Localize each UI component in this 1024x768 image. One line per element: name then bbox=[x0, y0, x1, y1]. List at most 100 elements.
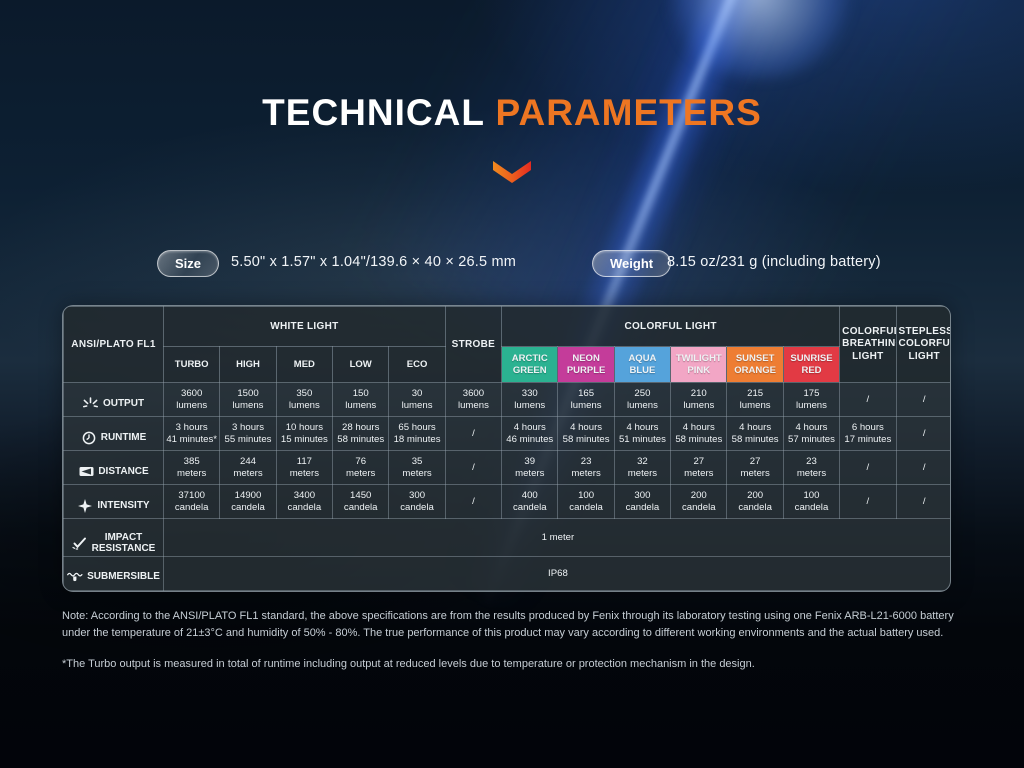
output-icon bbox=[83, 396, 99, 411]
spec-cell: 3 hours 41 minutes* bbox=[162, 416, 221, 451]
spec-cell: 100 candela bbox=[782, 484, 841, 519]
header-mode-high: HIGH bbox=[219, 346, 277, 383]
table-row-distance: DISTANCE 385 meters 244 meters 117 meter… bbox=[63, 450, 950, 485]
header-color-twilight-pink: TWILIGHT PINK bbox=[670, 346, 728, 383]
spec-cell: 1450 candela bbox=[332, 484, 390, 519]
submersible-value: IP68 bbox=[163, 555, 950, 591]
row-label-impact-resistance: IMPACT RESISTANCE bbox=[63, 518, 164, 557]
spec-cell: / bbox=[839, 450, 897, 485]
spec-cell: 3600 lumens bbox=[162, 382, 221, 417]
header-strobe: STROBE bbox=[444, 306, 503, 383]
header-colorful-breathing-light: COLORFUL BREATHING LIGHT bbox=[839, 306, 897, 383]
table-row-runtime: RUNTIME 3 hours 41 minutes* 3 hours 55 m… bbox=[63, 416, 950, 451]
header-mode-low: LOW bbox=[332, 346, 390, 383]
spec-cell: 3400 candela bbox=[275, 484, 334, 519]
spec-cell: 23 meters bbox=[782, 450, 841, 485]
size-value: 5.50" x 1.57" x 1.04"/139.6 × 40 × 26.5 … bbox=[231, 254, 517, 270]
note-paragraph-ansi: Note: According to the ANSI/PLATO FL1 st… bbox=[62, 610, 954, 640]
spec-cell: 200 candela bbox=[726, 484, 784, 519]
spec-cell: / bbox=[895, 450, 950, 485]
table-row-submersible: SUBMERSIBLE IP68 bbox=[63, 555, 950, 591]
spec-cell: 200 candela bbox=[670, 484, 728, 519]
spec-cell: 150 lumens bbox=[332, 382, 390, 417]
spec-cell: 350 lumens bbox=[275, 382, 334, 417]
header-mode-eco: ECO bbox=[388, 346, 446, 383]
size-badge: Size bbox=[157, 250, 220, 277]
spec-cell: 28 hours 58 minutes bbox=[332, 416, 390, 451]
spec-cell: 210 lumens bbox=[670, 382, 728, 417]
table-row-output: OUTPUT 3600 lumens 1500 lumens 350 lumen… bbox=[63, 382, 950, 417]
spec-cell: / bbox=[444, 484, 503, 519]
spec-cell: 385 meters bbox=[162, 450, 221, 485]
row-label-runtime: RUNTIME bbox=[63, 416, 164, 451]
header-stepless-colorful-light: STEPLESS COLORFUL LIGHT bbox=[895, 306, 950, 383]
spec-cell: 4 hours 46 minutes bbox=[501, 416, 559, 451]
spec-cell: / bbox=[444, 450, 503, 485]
spec-cell: 100 candela bbox=[557, 484, 615, 519]
spec-cell: / bbox=[839, 484, 897, 519]
header-mode-turbo: TURBO bbox=[162, 346, 221, 383]
spec-cell: / bbox=[444, 416, 503, 451]
spec-cell: 4 hours 51 minutes bbox=[613, 416, 672, 451]
spec-cell: 27 meters bbox=[726, 450, 784, 485]
distance-icon bbox=[78, 466, 94, 477]
spec-cell: 10 hours 15 minutes bbox=[275, 416, 334, 451]
spec-cell: 3600 lumens bbox=[444, 382, 503, 417]
spec-cell: 30 lumens bbox=[388, 382, 446, 417]
header-mode-med: MED bbox=[275, 346, 334, 383]
header-color-sunset-orange: SUNSET ORANGE bbox=[726, 346, 784, 383]
header-colorful-light: COLORFUL LIGHT bbox=[501, 306, 841, 347]
spec-cell: / bbox=[895, 416, 950, 451]
chevron-down-icon bbox=[489, 158, 535, 191]
spec-cell: 3 hours 55 minutes bbox=[219, 416, 277, 451]
weight-badge-label: Weight bbox=[610, 256, 654, 271]
spec-cell: 23 meters bbox=[557, 450, 615, 485]
impact-resistance-icon bbox=[72, 536, 88, 550]
spec-table: ANSI/PLATO FL1 WHITE LIGHT STROBE COLORF… bbox=[62, 305, 951, 592]
spec-cell: 400 candela bbox=[501, 484, 559, 519]
spec-cell: 4 hours 57 minutes bbox=[782, 416, 841, 451]
spec-cell: 4 hours 58 minutes bbox=[726, 416, 784, 451]
spec-cell: 1500 lumens bbox=[219, 382, 277, 417]
row-label-output: OUTPUT bbox=[63, 382, 164, 417]
header-white-light: WHITE LIGHT bbox=[163, 306, 446, 347]
row-label-submersible: SUBMERSIBLE bbox=[63, 555, 164, 591]
title-word-technical: TECHNICAL bbox=[262, 92, 485, 133]
weight-badge: Weight bbox=[592, 250, 672, 277]
spec-cell: 39 meters bbox=[501, 450, 559, 485]
table-row-impact-resistance: IMPACT RESISTANCE 1 meter bbox=[63, 518, 950, 557]
spec-cell: 65 hours 18 minutes bbox=[388, 416, 446, 451]
size-badge-label: Size bbox=[175, 256, 202, 271]
spec-cell: 175 lumens bbox=[782, 382, 841, 417]
spec-cell: 14900 candela bbox=[219, 484, 277, 519]
weight-value: 8.15 oz/231 g (including battery) bbox=[667, 254, 881, 270]
spec-cell: / bbox=[839, 382, 897, 417]
row-label-distance: DISTANCE bbox=[63, 450, 164, 485]
spec-cell: 6 hours 17 minutes bbox=[839, 416, 897, 451]
spec-cell: 35 meters bbox=[388, 450, 446, 485]
spec-cell: 215 lumens bbox=[726, 382, 784, 417]
footnotes: Note: According to the ANSI/PLATO FL1 st… bbox=[62, 608, 964, 687]
runtime-icon bbox=[81, 431, 97, 445]
spec-cell: / bbox=[895, 382, 950, 417]
spec-cell: 76 meters bbox=[332, 450, 390, 485]
spec-cell: 244 meters bbox=[219, 450, 277, 485]
spec-cell: 4 hours 58 minutes bbox=[557, 416, 615, 451]
page-title: TECHNICAL PARAMETERS bbox=[0, 92, 1024, 134]
submersible-icon bbox=[67, 571, 83, 583]
spec-cell: 117 meters bbox=[275, 450, 334, 485]
spec-cell: / bbox=[895, 484, 950, 519]
note-paragraph-turbo: *The Turbo output is measured in total o… bbox=[62, 658, 755, 671]
spec-cell: 37100 candela bbox=[162, 484, 221, 519]
header-color-neon-purple: NEON PURPLE bbox=[557, 346, 615, 383]
header-color-sunrise-red: SUNRISE RED bbox=[782, 346, 841, 383]
spec-cell: 32 meters bbox=[613, 450, 672, 485]
spec-cell: 250 lumens bbox=[613, 382, 672, 417]
spec-cell: 300 candela bbox=[613, 484, 672, 519]
spec-cell: 330 lumens bbox=[501, 382, 559, 417]
table-row-intensity: INTENSITY 37100 candela 14900 candela 34… bbox=[63, 484, 950, 519]
intensity-icon bbox=[77, 498, 93, 513]
spec-cell: 165 lumens bbox=[557, 382, 615, 417]
header-color-aqua-blue: AQUA BLUE bbox=[613, 346, 672, 383]
